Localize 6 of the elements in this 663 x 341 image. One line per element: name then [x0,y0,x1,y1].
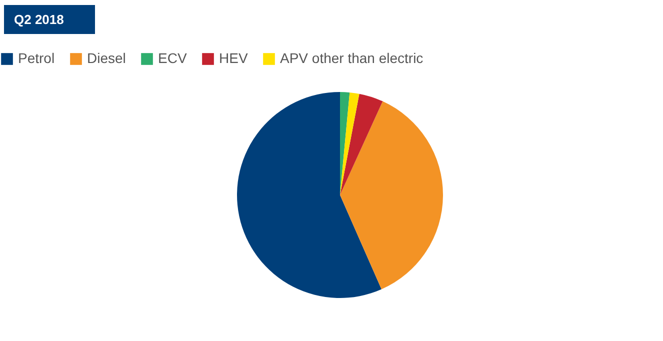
legend-label: HEV [219,50,248,66]
legend-label: Diesel [87,50,126,66]
legend-label: APV other than electric [280,50,424,66]
legend-label: ECV [158,50,188,66]
chart-title: Q2 2018 [14,12,64,27]
legend-label: Petrol [18,50,55,66]
